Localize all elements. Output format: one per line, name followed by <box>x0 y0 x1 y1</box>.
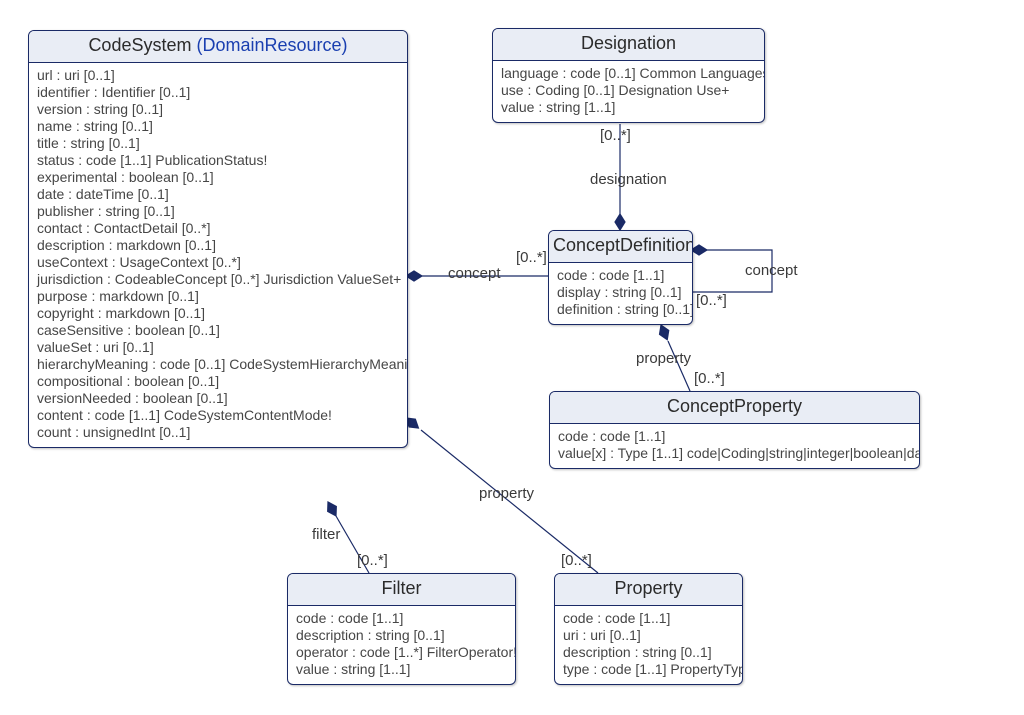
class-attr: definition : string [0..1] <box>557 301 684 318</box>
class-attr: caseSensitive : boolean [0..1] <box>37 322 399 339</box>
class-title: Property <box>555 574 742 606</box>
class-attrs: language : code [0..1] Common Languages+… <box>493 61 764 122</box>
class-attr: identifier : Identifier [0..1] <box>37 84 399 101</box>
class-attr: code : code [1..1] <box>296 610 507 627</box>
class-attr: uri : uri [0..1] <box>563 627 734 644</box>
card-property-cs: [0..*] <box>561 552 592 569</box>
class-concept-property: ConceptProperty code : code [1..1]value[… <box>549 391 920 469</box>
class-attr: count : unsignedInt [0..1] <box>37 424 399 441</box>
card-designation: [0..*] <box>600 127 631 144</box>
card-filter: [0..*] <box>357 552 388 569</box>
uml-diagram: [0..*] designation concept [0..*] concep… <box>0 0 1024 715</box>
class-attr: jurisdiction : CodeableConcept [0..*] Ju… <box>37 271 399 288</box>
label-filter: filter <box>312 526 340 543</box>
class-attr: compositional : boolean [0..1] <box>37 373 399 390</box>
class-attr: code : code [1..1] <box>558 428 911 445</box>
class-attr: use : Coding [0..1] Designation Use+ <box>501 82 756 99</box>
class-filter: Filter code : code [1..1]description : s… <box>287 573 516 685</box>
class-attr: hierarchyMeaning : code [0..1] CodeSyste… <box>37 356 399 373</box>
class-attr: version : string [0..1] <box>37 101 399 118</box>
class-attr: operator : code [1..*] FilterOperator! <box>296 644 507 661</box>
class-parent: (DomainResource) <box>197 35 348 55</box>
class-property: Property code : code [1..1]uri : uri [0.… <box>554 573 743 685</box>
class-attr: name : string [0..1] <box>37 118 399 135</box>
class-title: CodeSystem <box>88 35 191 55</box>
class-attr: publisher : string [0..1] <box>37 203 399 220</box>
class-code-system: CodeSystem (DomainResource) url : uri [0… <box>28 30 408 448</box>
class-attrs: code : code [1..1]description : string [… <box>288 606 515 684</box>
class-attr: valueSet : uri [0..1] <box>37 339 399 356</box>
class-title: Designation <box>493 29 764 61</box>
class-designation: Designation language : code [0..1] Commo… <box>492 28 765 123</box>
label-concept-self: concept <box>745 262 798 279</box>
card-concept-self: [0..*] <box>696 292 727 309</box>
class-attr: code : code [1..1] <box>563 610 734 627</box>
class-attr: status : code [1..1] PublicationStatus! <box>37 152 399 169</box>
class-attrs: code : code [1..1]display : string [0..1… <box>549 263 692 324</box>
class-attr: url : uri [0..1] <box>37 67 399 84</box>
class-attr: content : code [1..1] CodeSystemContentM… <box>37 407 399 424</box>
class-attr: versionNeeded : boolean [0..1] <box>37 390 399 407</box>
label-concept: concept <box>448 265 501 282</box>
class-attr: description : string [0..1] <box>296 627 507 644</box>
class-attr: copyright : markdown [0..1] <box>37 305 399 322</box>
class-attr: date : dateTime [0..1] <box>37 186 399 203</box>
class-concept-definition: ConceptDefinition code : code [1..1]disp… <box>548 230 693 325</box>
class-attr: value[x] : Type [1..1] code|Coding|strin… <box>558 445 911 462</box>
label-designation: designation <box>590 171 667 188</box>
class-title: Filter <box>288 574 515 606</box>
class-attr: value : string [1..1] <box>296 661 507 678</box>
class-attrs: code : code [1..1]uri : uri [0..1]descri… <box>555 606 742 684</box>
class-attr: purpose : markdown [0..1] <box>37 288 399 305</box>
class-attr: code : code [1..1] <box>557 267 684 284</box>
label-property-cs: property <box>479 485 534 502</box>
class-attr: description : markdown [0..1] <box>37 237 399 254</box>
class-attr: value : string [1..1] <box>501 99 756 116</box>
label-property-cp: property <box>636 350 691 367</box>
class-attr: type : code [1..1] PropertyType! <box>563 661 734 678</box>
class-attrs: url : uri [0..1]identifier : Identifier … <box>29 63 407 447</box>
class-title: ConceptProperty <box>550 392 919 424</box>
class-attr: language : code [0..1] Common Languages+ <box>501 65 756 82</box>
class-attr: experimental : boolean [0..1] <box>37 169 399 186</box>
class-attr: title : string [0..1] <box>37 135 399 152</box>
card-concept: [0..*] <box>516 249 547 266</box>
class-attr: contact : ContactDetail [0..*] <box>37 220 399 237</box>
class-attrs: code : code [1..1]value[x] : Type [1..1]… <box>550 424 919 468</box>
class-attr: useContext : UsageContext [0..*] <box>37 254 399 271</box>
class-title: ConceptDefinition <box>549 231 692 263</box>
class-attr: description : string [0..1] <box>563 644 734 661</box>
class-attr: display : string [0..1] <box>557 284 684 301</box>
card-property-cp: [0..*] <box>694 370 725 387</box>
